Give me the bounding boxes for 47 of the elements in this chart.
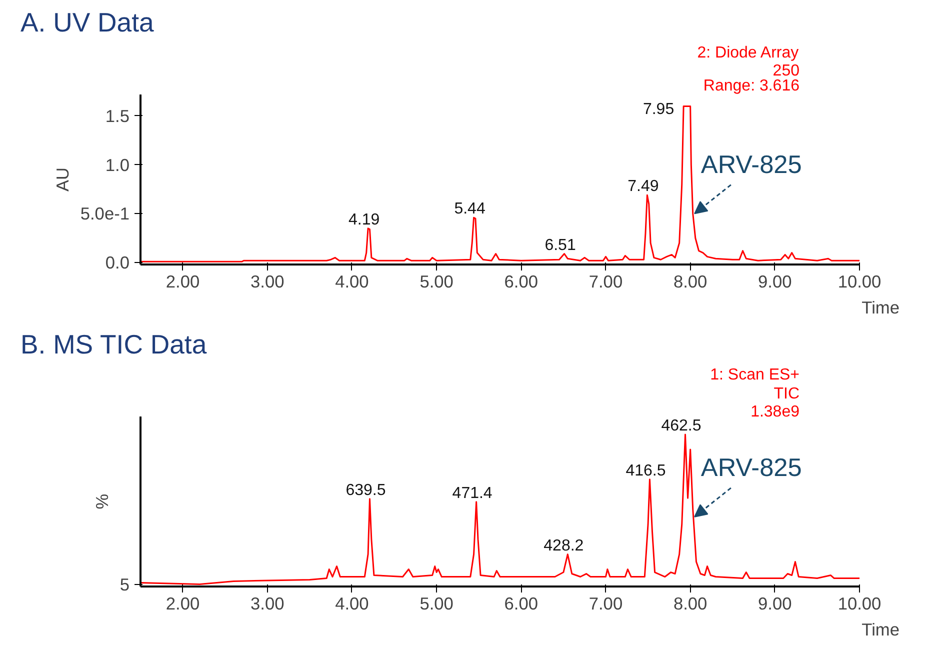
x-tick-label: 10.00: [838, 594, 882, 614]
x-tick-label: 4.00: [335, 594, 369, 614]
annotation: 428.2: [544, 537, 584, 554]
x-tick-label: 2.00: [166, 272, 200, 292]
text: 5: [120, 574, 130, 594]
x-tick-label: 7.00: [588, 272, 623, 292]
annotation: 5.44: [454, 200, 486, 218]
x-axis-title: Time: [862, 298, 900, 318]
chart-title: A. UV Data: [20, 8, 154, 38]
annotation: 462.5: [661, 417, 702, 434]
annotation: 4.19: [348, 211, 380, 228]
annotation: 7.95: [642, 101, 674, 118]
y-axis-title: %: [92, 494, 112, 510]
text: 250: [772, 62, 800, 80]
annotation: Range: 3.616: [703, 78, 800, 94]
text: 1: Scan ES+: [710, 366, 800, 384]
x-tick-label: 3.00: [250, 594, 284, 614]
y-tick-label: 1.5: [105, 106, 130, 126]
annotation: 416.5: [626, 462, 666, 480]
x-tick-label: 10.00: [838, 272, 882, 292]
annotation: 7.49: [628, 178, 659, 196]
annotation: ARV-825: [700, 454, 802, 482]
annotation: 6.51: [544, 236, 576, 254]
x-tick-label: 6.00: [504, 272, 538, 292]
x-tick-label: 9.00: [758, 594, 792, 614]
text: 1.38e9: [750, 404, 800, 420]
text: 2: Diode Array: [697, 44, 799, 62]
y-tick-label: 5.0e-1: [80, 204, 130, 224]
annotation: ARV-825: [700, 150, 802, 179]
x-tick-label: 8.00: [673, 594, 708, 614]
text: TIC: [774, 386, 800, 402]
y-tick-label: 0.0: [105, 252, 130, 273]
chart-title: B. MS TIC Data: [20, 330, 207, 360]
annotation: 471.4: [452, 484, 492, 502]
x-tick-label: 8.00: [673, 272, 708, 292]
x-tick-label: 7.00: [588, 594, 623, 614]
x-tick-label: 2.00: [166, 594, 200, 614]
x-tick-label: 4.00: [335, 272, 369, 292]
x-tick-label: 9.00: [758, 272, 792, 292]
annotation: 639.5: [346, 482, 386, 499]
y-tick-label: 1.0: [105, 154, 130, 175]
y-axis-title: AU: [52, 167, 72, 192]
x-axis-title: Time: [862, 620, 900, 640]
x-tick-label: 5.00: [420, 594, 454, 614]
x-tick-label: 5.00: [420, 272, 454, 292]
x-tick-label: 6.00: [504, 594, 538, 614]
x-tick-label: 3.00: [250, 272, 284, 292]
